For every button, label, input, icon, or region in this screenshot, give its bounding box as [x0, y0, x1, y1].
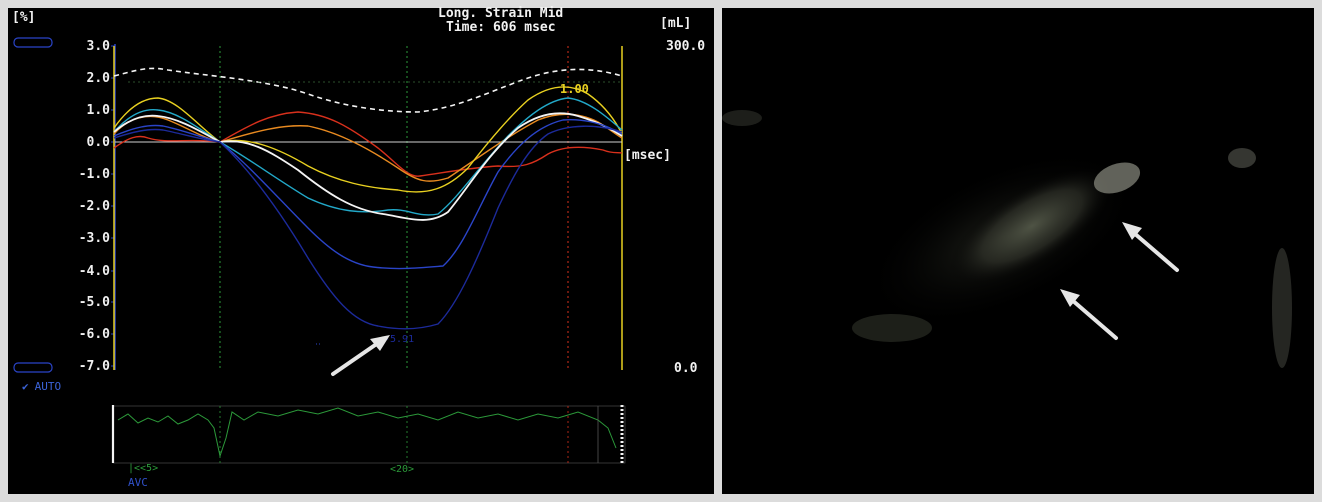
avc-label: AVC [128, 476, 148, 489]
strain-curve-cyan [113, 97, 623, 216]
y-tick-3: 3.0 [86, 39, 110, 54]
right-unit-label: [mL] [660, 16, 692, 31]
ecg-trace [117, 407, 617, 458]
svg-text:-5.91: -5.91 [384, 334, 414, 345]
strain-curve-navy [113, 125, 623, 330]
nav-mid[interactable]: <20> [390, 464, 415, 475]
strain-panel: [%] Long. Strain Mid Time: 606 msec [mL]… [8, 6, 714, 494]
volume-curve [113, 67, 623, 113]
y-tick-2: 2.0 [86, 71, 110, 86]
arrow-icon [1122, 222, 1179, 272]
time-readout: Time: 606 msec [446, 20, 556, 35]
y-tick-0: 0.0 [86, 135, 110, 150]
y-tick-m1: -1.0 [78, 167, 110, 182]
strain-curve-white [113, 112, 623, 221]
y-tick-1: 1.0 [86, 103, 110, 118]
cardiac-image [722, 110, 1292, 368]
right-axis-bottom: 0.0 [674, 361, 698, 376]
strain-curve-yellow [113, 86, 623, 193]
nav-left[interactable]: |<<5> [128, 463, 159, 474]
strain-plot: -5.91 [13, 37, 626, 464]
right-axis-top: 300.0 [666, 39, 706, 54]
arrow-icon [331, 335, 390, 376]
ecg-frame [112, 405, 626, 464]
image-panel [722, 8, 1314, 494]
strain-curve-blue [113, 118, 623, 270]
y-tick-m6: -6.0 [78, 327, 110, 342]
check-icon: ✔ [22, 380, 29, 393]
arrow-icon [1060, 289, 1118, 340]
y-tick-m3: -3.0 [78, 231, 110, 246]
upper-range-handle [13, 37, 53, 48]
strain-curve-orange [113, 113, 623, 182]
y-tick-m4: -4.0 [78, 264, 110, 279]
strain-curve-red [113, 111, 623, 177]
y-tick-m7: -7.0 [78, 359, 110, 374]
y-tick-m2: -2.0 [78, 199, 110, 214]
marker-label: 1.00 [560, 82, 589, 96]
y-tick-m5: -5.0 [78, 295, 110, 310]
auto-toggle[interactable]: ✔ AUTO [22, 380, 61, 393]
auto-label: AUTO [34, 380, 62, 393]
chart-title: Long. Strain Mid [438, 6, 564, 21]
left-unit-label: [%] [12, 10, 36, 25]
lower-range-handle [13, 362, 53, 373]
right-axis-unit: [msec] [624, 148, 671, 163]
